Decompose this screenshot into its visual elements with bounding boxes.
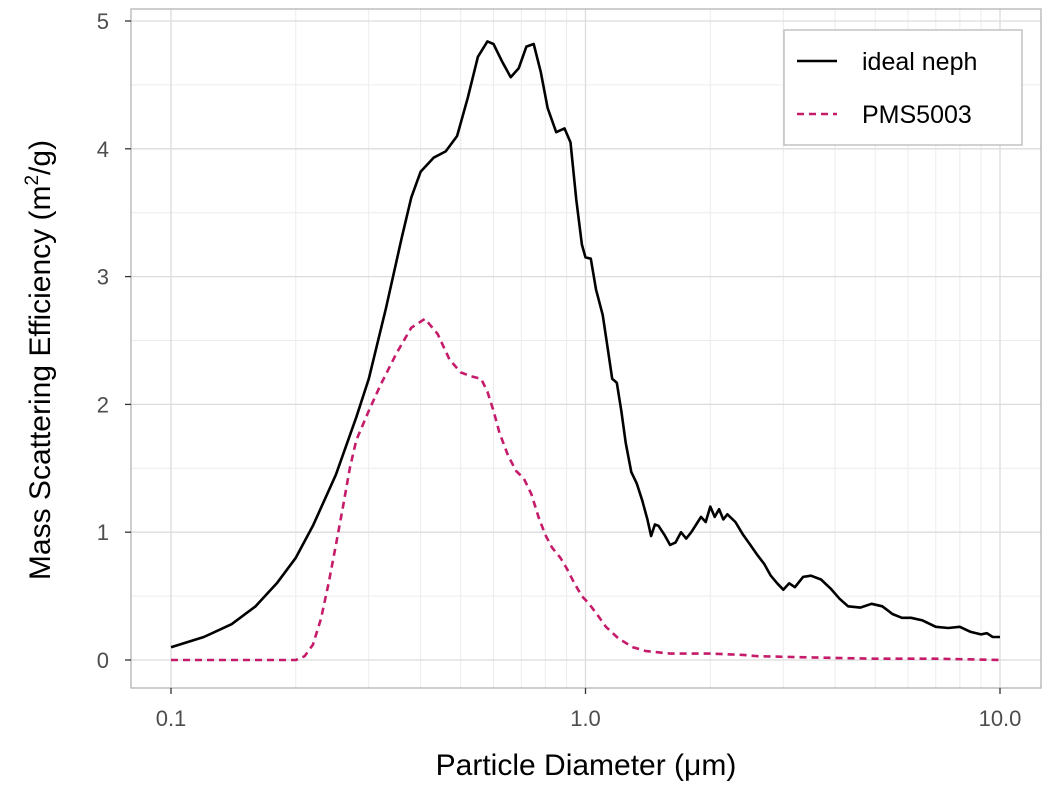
series-layer <box>170 40 1001 662</box>
y-tick-label: 0 <box>97 648 109 673</box>
legend-box <box>783 29 1023 146</box>
grid-minor <box>131 9 1041 688</box>
x-axis-title: Particle Diameter (μm) <box>436 749 737 782</box>
x-tick-label: 0.1 <box>156 706 187 731</box>
y-axis-title: Mass Scattering Efficiency (m2/g) <box>22 140 57 580</box>
y-axis-title-suffix: /g) <box>24 140 57 175</box>
x-tick-label: 10.0 <box>979 706 1022 731</box>
y-tick-label: 4 <box>97 137 109 162</box>
series-line-pms5003 <box>171 317 1001 662</box>
x-tick-label: 1.0 <box>570 706 601 731</box>
y-tick-label: 5 <box>97 9 109 34</box>
y-axis-title-superscript: 2 <box>22 175 43 186</box>
legend: ideal neph PMS5003 <box>783 29 1023 146</box>
y-tick-label: 2 <box>97 392 109 417</box>
legend-label-ideal-neph: ideal neph <box>862 48 977 76</box>
ticks: 0.1 1.0 10.0 0 1 2 3 4 5 <box>97 9 1022 731</box>
y-axis-title-prefix: Mass Scattering Efficiency (m <box>24 186 57 581</box>
series-line-ideal-neph <box>170 40 1000 649</box>
y-tick-label: 1 <box>97 520 109 545</box>
legend-label-pms5003: PMS5003 <box>862 101 972 129</box>
y-tick-label: 3 <box>97 265 109 290</box>
